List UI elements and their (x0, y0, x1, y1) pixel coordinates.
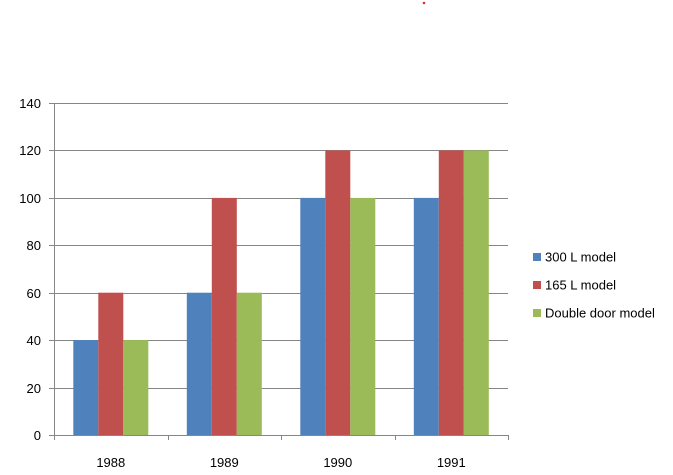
bar-300-l-model-1989 (186, 292, 212, 435)
legend-label: Double door model (545, 306, 655, 321)
bar-165-l-model-1988 (98, 292, 124, 435)
stray-red-dot (422, 1, 426, 5)
y-tick-label: 40 (27, 333, 41, 348)
x-tick-label: 1988 (96, 455, 125, 470)
x-tick-label: 1990 (323, 455, 352, 470)
y-tick-label: 20 (27, 381, 41, 396)
bar-double-door-model-1988 (123, 340, 149, 435)
legend-swatch (533, 309, 541, 317)
axes: 0 20 40 60 80 100 120 140 1988 1989 1990 1991 (19, 96, 509, 470)
bar-165-l-model-1991 (438, 150, 464, 435)
legend-label: 300 L model (545, 250, 616, 265)
legend-label: 165 L model (545, 278, 616, 293)
bar-300-l-model-1991 (413, 197, 439, 435)
bar-double-door-model-1989 (236, 292, 262, 435)
y-tick-label: 140 (19, 96, 41, 111)
legend-swatch (533, 253, 541, 261)
y-tick-label: 80 (27, 238, 41, 253)
bar-double-door-model-1990 (350, 197, 376, 435)
x-tick-label: 1991 (437, 455, 466, 470)
y-tick-label: 120 (19, 143, 41, 158)
x-tick-label: 1989 (210, 455, 239, 470)
y-tick-label: 0 (34, 428, 41, 443)
bar-165-l-model-1990 (325, 150, 351, 435)
y-tick-label: 60 (27, 286, 41, 301)
bar-300-l-model-1990 (300, 197, 326, 435)
legend-swatch (533, 281, 541, 289)
bar-165-l-model-1989 (211, 197, 237, 435)
y-tick-label: 100 (19, 191, 41, 206)
bar-300-l-model-1988 (73, 340, 99, 435)
bars (73, 150, 489, 435)
bar-double-door-model-1991 (463, 150, 489, 435)
legend: 300 L model 165 L model Double door model (533, 250, 655, 321)
